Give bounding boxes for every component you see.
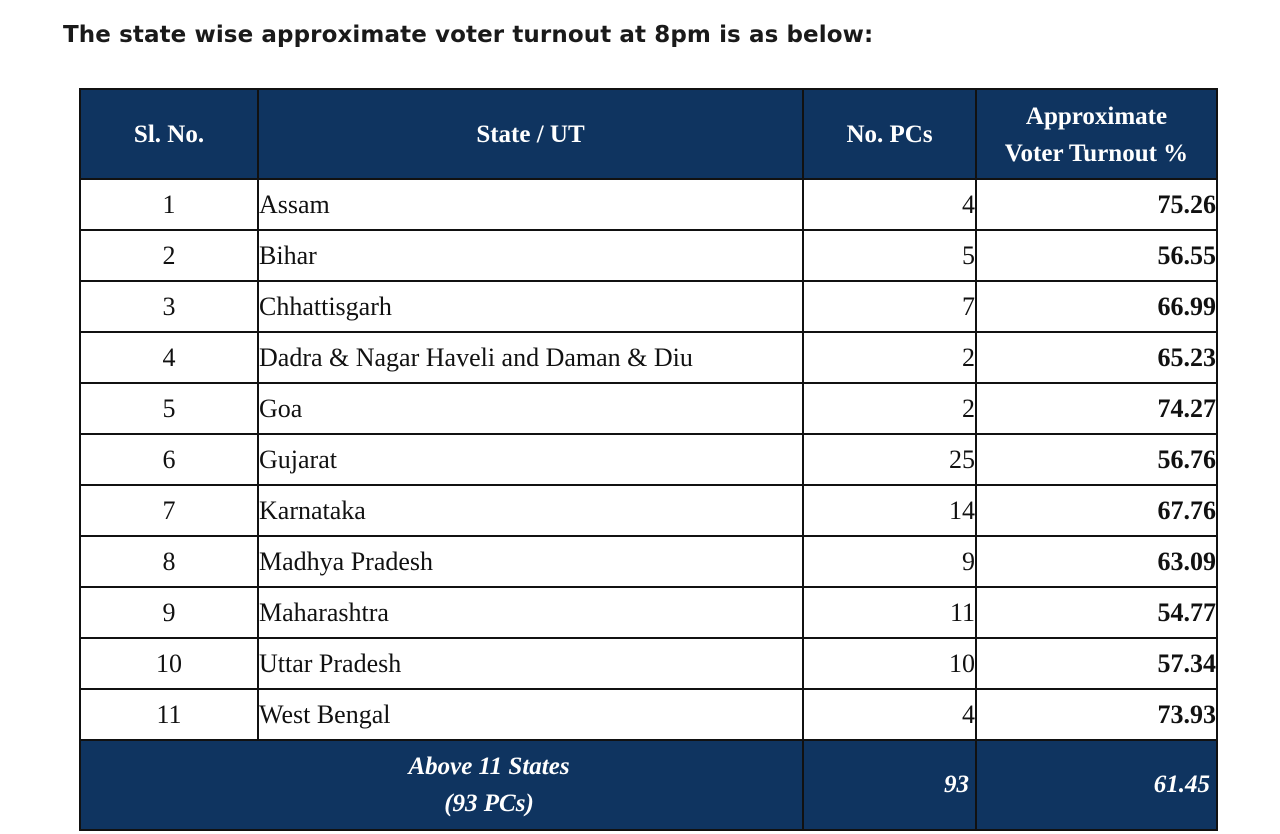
cell-no-pcs: 10 (802, 637, 977, 690)
table-row: 11 West Bengal 4 73.93 (79, 688, 1218, 741)
voter-turnout-table: Sl. No. State / UT No. PCs Approximate V… (79, 88, 1218, 831)
page-heading: The state wise approximate voter turnout… (63, 22, 874, 48)
total-label-line2: (93 PCs) (444, 790, 534, 817)
cell-turnout: 67.76 (975, 484, 1218, 537)
cell-sl-no: 1 (79, 178, 259, 231)
table-row: 5 Goa 2 74.27 (79, 382, 1218, 435)
table-header: Sl. No. State / UT No. PCs Approximate V… (79, 88, 1218, 180)
cell-sl-no: 10 (79, 637, 259, 690)
cell-sl-no: 5 (79, 382, 259, 435)
cell-sl-no: 9 (79, 586, 259, 639)
cell-no-pcs: 14 (802, 484, 977, 537)
header-state: State / UT (257, 88, 804, 180)
cell-turnout: 54.77 (975, 586, 1218, 639)
total-turnout: 61.45 (975, 739, 1218, 831)
header-turnout-line1: Approximate (1025, 103, 1168, 130)
cell-state: Gujarat (257, 433, 804, 486)
header-no-pcs: No. PCs (802, 88, 977, 180)
cell-turnout: 75.26 (975, 178, 1218, 231)
table-row: 1 Assam 4 75.26 (79, 178, 1218, 231)
cell-sl-no: 3 (79, 280, 259, 333)
table-row: 7 Karnataka 14 67.76 (79, 484, 1218, 537)
cell-state: Madhya Pradesh (257, 535, 804, 588)
cell-sl-no: 8 (79, 535, 259, 588)
cell-no-pcs: 25 (802, 433, 977, 486)
cell-state: Chhattisgarh (257, 280, 804, 333)
cell-sl-no: 4 (79, 331, 259, 384)
total-label-line1: Above 11 States (408, 753, 570, 780)
cell-state: Karnataka (257, 484, 804, 537)
cell-state: Dadra & Nagar Haveli and Daman & Diu (257, 331, 804, 384)
cell-state: Uttar Pradesh (257, 637, 804, 690)
cell-turnout: 73.93 (975, 688, 1218, 741)
total-label: Above 11 States (93 PCs) (79, 739, 804, 831)
cell-state: West Bengal (257, 688, 804, 741)
cell-state: Goa (257, 382, 804, 435)
cell-turnout: 74.27 (975, 382, 1218, 435)
cell-no-pcs: 2 (802, 382, 977, 435)
table-row: 10 Uttar Pradesh 10 57.34 (79, 637, 1218, 690)
cell-no-pcs: 4 (802, 178, 977, 231)
cell-sl-no: 2 (79, 229, 259, 282)
cell-turnout: 56.76 (975, 433, 1218, 486)
header-turnout-line2: Voter Turnout % (1004, 140, 1189, 167)
table-row: 8 Madhya Pradesh 9 63.09 (79, 535, 1218, 588)
table-row: 2 Bihar 5 56.55 (79, 229, 1218, 282)
table-row: 4 Dadra & Nagar Haveli and Daman & Diu 2… (79, 331, 1218, 384)
cell-state: Maharashtra (257, 586, 804, 639)
cell-sl-no: 7 (79, 484, 259, 537)
cell-turnout: 56.55 (975, 229, 1218, 282)
header-turnout: Approximate Voter Turnout % (975, 88, 1218, 180)
cell-sl-no: 6 (79, 433, 259, 486)
header-row: Sl. No. State / UT No. PCs Approximate V… (79, 88, 1218, 180)
cell-state: Bihar (257, 229, 804, 282)
cell-turnout: 65.23 (975, 331, 1218, 384)
cell-state: Assam (257, 178, 804, 231)
cell-no-pcs: 4 (802, 688, 977, 741)
cell-sl-no: 11 (79, 688, 259, 741)
table-row: 6 Gujarat 25 56.76 (79, 433, 1218, 486)
table-body: 1 Assam 4 75.26 2 Bihar 5 56.55 3 Chhatt… (79, 178, 1218, 741)
cell-no-pcs: 9 (802, 535, 977, 588)
table-row: 9 Maharashtra 11 54.77 (79, 586, 1218, 639)
cell-turnout: 63.09 (975, 535, 1218, 588)
total-no-pcs: 93 (802, 739, 977, 831)
cell-no-pcs: 2 (802, 331, 977, 384)
cell-turnout: 66.99 (975, 280, 1218, 333)
total-row: Above 11 States (93 PCs) 93 61.45 (79, 739, 1218, 831)
cell-no-pcs: 5 (802, 229, 977, 282)
cell-no-pcs: 11 (802, 586, 977, 639)
table-row: 3 Chhattisgarh 7 66.99 (79, 280, 1218, 333)
table-footer: Above 11 States (93 PCs) 93 61.45 (79, 739, 1218, 831)
cell-turnout: 57.34 (975, 637, 1218, 690)
header-sl-no: Sl. No. (79, 88, 259, 180)
cell-no-pcs: 7 (802, 280, 977, 333)
